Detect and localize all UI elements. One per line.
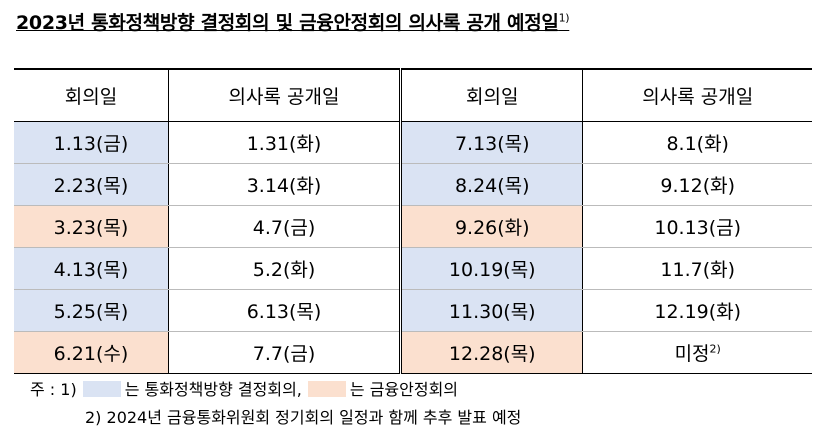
table-cell: 5.2(화) <box>167 247 402 290</box>
title-note: 1) <box>558 11 570 25</box>
header-cell: 의사록 공개일 <box>582 68 812 122</box>
legend-swatch <box>82 381 121 397</box>
table-cell: 1.31(화) <box>167 121 402 164</box>
table-cell: 10.13(금) <box>582 205 812 248</box>
table-cell: 4.13(목) <box>14 247 169 290</box>
table-cell: 미정2) <box>582 331 812 374</box>
table-row: 3.23(목) 4.7(금) 9.26(화) 10.13(금) <box>14 205 812 248</box>
header-cell: 회의일 <box>14 68 169 122</box>
table-cell: 3.23(목) <box>14 205 169 248</box>
table-cell: 10.19(목) <box>399 247 584 290</box>
table-cell: 12.28(목) <box>399 331 584 374</box>
cell-text: 미정 <box>674 343 710 365</box>
header-row: 회의일 의사록 공개일 회의일 의사록 공개일 <box>14 68 812 122</box>
note-1: 주 : 1) 는 통화정책방향 결정회의, 는 금융안정회의 <box>30 376 458 400</box>
table-row: 6.21(수) 7.7(금) 12.28(목) 미정2) <box>14 331 812 374</box>
legend-text: 는 통화정책방향 결정회의, <box>124 380 302 399</box>
table-cell: 3.14(화) <box>167 163 402 206</box>
note-prefix: 주 : 1) <box>30 380 77 399</box>
table-cell: 1.13(금) <box>14 121 169 164</box>
table-cell: 2.23(목) <box>14 163 169 206</box>
cell-note: 2) <box>709 342 721 356</box>
title: 2023년 통화정책방향 결정회의 및 금융안정회의 의사록 공개 예정일1) <box>16 8 570 35</box>
table-cell: 9.12(화) <box>582 163 812 206</box>
legend-swatch <box>307 381 346 397</box>
table-cell: 11.30(목) <box>399 289 584 332</box>
schedule-table: 회의일 의사록 공개일 회의일 의사록 공개일 1.13(금) 1.31(화) 7.13(… <box>14 68 812 374</box>
legend-text: 는 금융안정회의 <box>349 380 459 399</box>
table-row: 2.23(목) 3.14(화) 8.24(목) 9.12(화) <box>14 163 812 206</box>
header-cell: 회의일 <box>399 68 584 122</box>
table-cell: 7.7(금) <box>167 331 402 374</box>
table-row: 1.13(금) 1.31(화) 7.13(목) 8.1(화) <box>14 121 812 164</box>
table-cell: 6.21(수) <box>14 331 169 374</box>
table-row: 5.25(목) 6.13(목) 11.30(목) 12.19(화) <box>14 289 812 332</box>
table-row: 4.13(목) 5.2(화) 10.19(목) 11.7(화) <box>14 247 812 290</box>
table-cell: 9.26(화) <box>399 205 584 248</box>
table-cell: 12.19(화) <box>582 289 812 332</box>
header-cell: 의사록 공개일 <box>167 68 402 122</box>
table-cell: 11.7(화) <box>582 247 812 290</box>
title-text: 2023년 통화정책방향 결정회의 및 금융안정회의 의사록 공개 예정일 <box>16 12 559 34</box>
table-cell: 8.24(목) <box>399 163 584 206</box>
table-cell: 5.25(목) <box>14 289 169 332</box>
table-body: 1.13(금) 1.31(화) 7.13(목) 8.1(화) 2.23(목) 3.14(화… <box>14 121 812 374</box>
note-2: 2) 2024년 금융통화위원회 정기회의 일정과 함께 추후 발표 예정 <box>85 408 522 427</box>
table-cell: 7.13(목) <box>399 121 584 164</box>
table-cell: 4.7(금) <box>167 205 402 248</box>
table-cell: 8.1(화) <box>582 121 812 164</box>
table-cell: 6.13(목) <box>167 289 402 332</box>
